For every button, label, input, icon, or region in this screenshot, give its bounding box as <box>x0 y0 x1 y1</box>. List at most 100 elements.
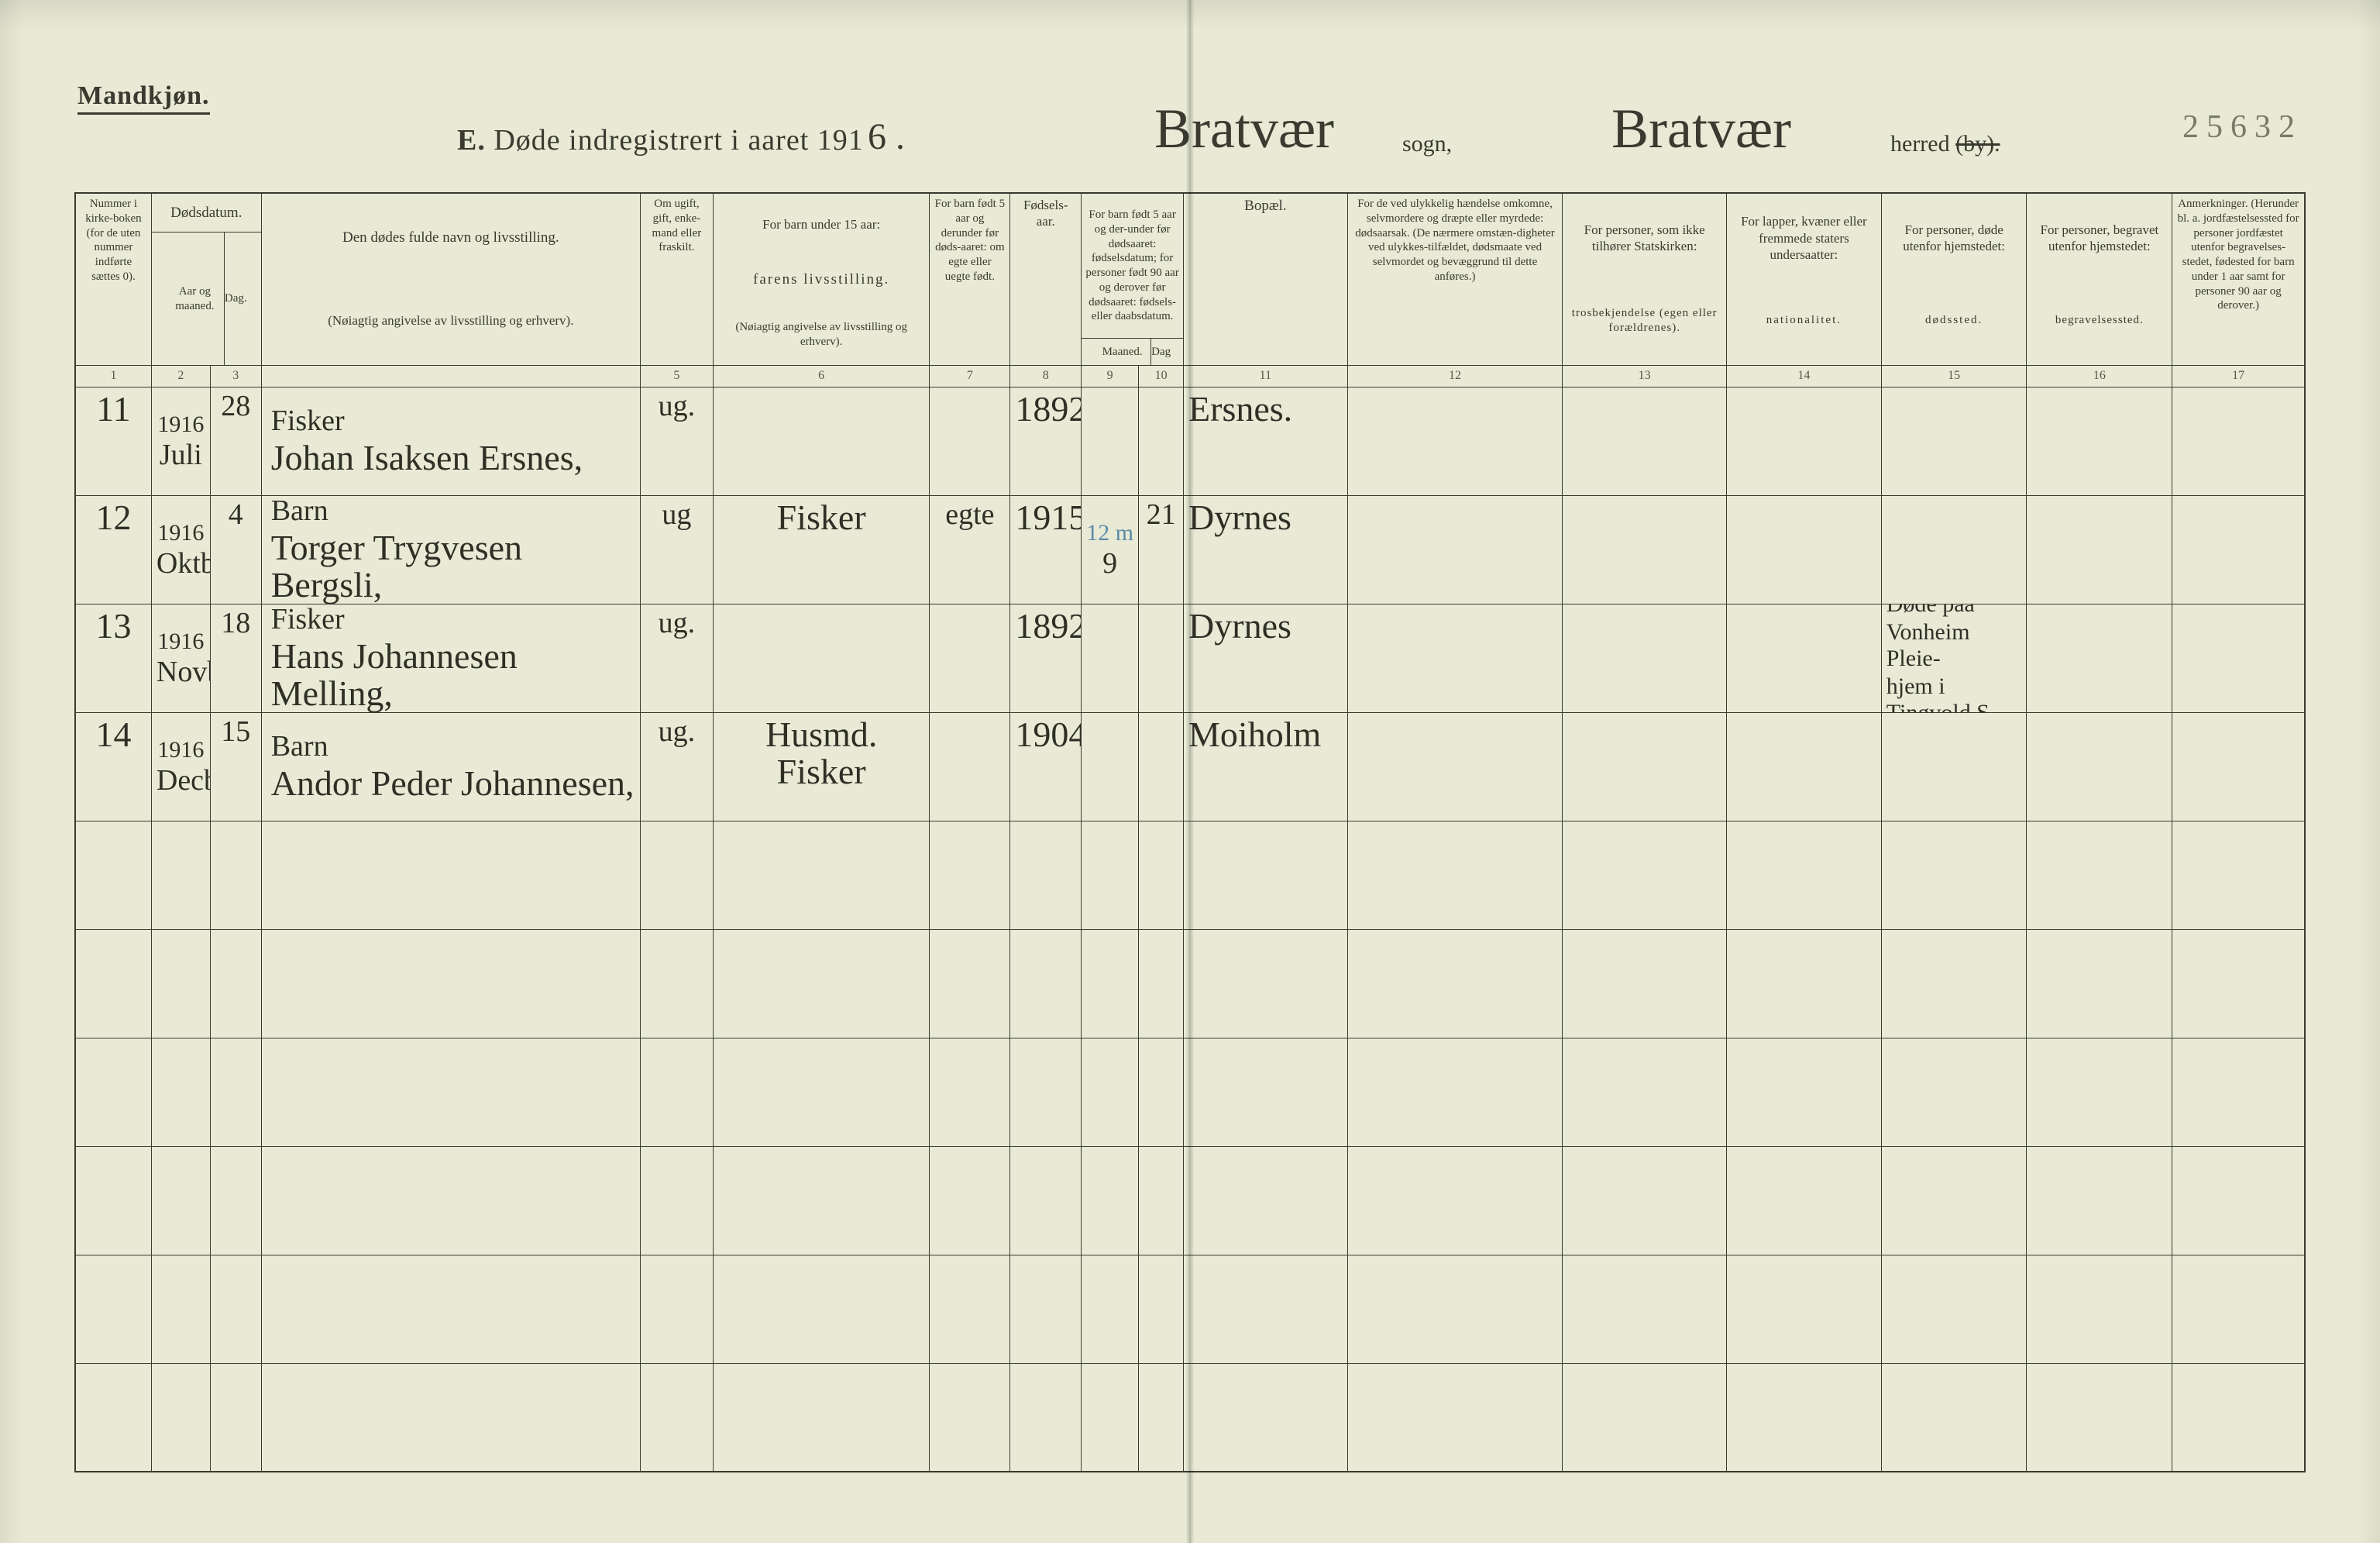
table-cell <box>2172 1147 2304 1255</box>
cell-text: Ersnes. <box>1188 389 1292 429</box>
table-cell: Dyrnes <box>1184 496 1348 604</box>
col16-top: For personer, begravet utenfor hjemstede… <box>2031 197 2167 280</box>
col6-top: For barn under 15 aar: <box>718 197 925 252</box>
table-cell: 12 <box>76 496 152 604</box>
cell-text: 21 <box>1147 498 1176 531</box>
cell-text: Husmd. Fisker <box>765 715 877 791</box>
cell-text: Dyrnes <box>1188 606 1291 646</box>
table-cell <box>2027 1364 2172 1472</box>
cell-text: Døde paa <box>1886 604 2022 618</box>
table-cell: ug <box>641 496 714 604</box>
table-cell: 18 <box>211 604 262 713</box>
table-cell <box>2172 1038 2304 1147</box>
col14-header: For lapper, kvæner eller fremmede stater… <box>1727 194 1882 366</box>
cell-text: 11 <box>96 389 130 429</box>
herred-label: herred (by). <box>1890 131 2000 157</box>
cell-text: hjem i Tingvold S. <box>1886 673 2022 714</box>
table-cell <box>1882 1147 2027 1255</box>
form-title: E. Døde indregistrert i aaret 191 <box>457 123 864 157</box>
cell-text: 14 <box>95 715 131 754</box>
colnum: 17 <box>2172 366 2304 387</box>
table-cell <box>1139 387 1184 496</box>
table-cell <box>1348 604 1563 713</box>
table-cell <box>1184 930 1348 1038</box>
cell-text: Fisker <box>777 498 866 537</box>
table-cell <box>1139 713 1184 821</box>
table-cell <box>1882 713 2027 821</box>
table-cell <box>1184 1038 1348 1147</box>
col6-bot: (Nøiagtig angivelse av livsstilling og e… <box>718 307 925 362</box>
col16-header: For personer, begravet utenfor hjemstede… <box>2027 194 2172 366</box>
table-cell: 1904 <box>1010 713 1082 821</box>
table-cell <box>714 1364 930 1472</box>
table-cell: 21 <box>1139 496 1184 604</box>
table-cell <box>2172 1364 2304 1472</box>
table-cell <box>1563 604 1727 713</box>
table-cell <box>1727 1364 1882 1472</box>
table-cell <box>714 821 930 930</box>
table-cell <box>1563 1255 1727 1364</box>
table-cell <box>76 930 152 1038</box>
table-cell <box>714 604 930 713</box>
table-cell: 15 <box>211 713 262 821</box>
page-root: Mandkjøn. E. Døde indregistrert i aaret … <box>0 0 2380 1543</box>
cell-text: 12 <box>95 498 131 537</box>
colnum <box>262 366 641 387</box>
table-cell <box>1139 604 1184 713</box>
table-cell <box>1139 1364 1184 1472</box>
table-cell <box>1563 930 1727 1038</box>
table-cell <box>2027 1147 2172 1255</box>
table-cell <box>76 821 152 930</box>
col9-top: For barn født 5 aar og der-under før død… <box>1082 194 1183 339</box>
cell-text: 1916 <box>156 520 205 546</box>
table-cell <box>2027 1255 2172 1364</box>
table-cell <box>930 604 1010 713</box>
table-cell <box>714 1147 930 1255</box>
table-cell <box>152 1147 211 1255</box>
table-cell <box>1348 496 1563 604</box>
table-cell <box>152 930 211 1038</box>
table-cell <box>1727 930 1882 1038</box>
table-cell <box>1563 1038 1727 1147</box>
colnum: 6 <box>714 366 930 387</box>
col9-header: For barn født 5 aar og der-under før død… <box>1082 194 1184 366</box>
table-cell <box>262 1038 641 1147</box>
table-cell <box>262 930 641 1038</box>
table-cell <box>641 1364 714 1472</box>
table-cell: 1916Decbr. <box>152 713 211 821</box>
table-cell <box>2027 713 2172 821</box>
table-cell <box>1348 1038 1563 1147</box>
col14-bot: nationalitet. <box>1732 280 1876 363</box>
table-cell: 4 <box>211 496 262 604</box>
sogn-label: sogn, <box>1402 131 1452 157</box>
cell-text: 1915 <box>1015 498 1082 537</box>
table-cell <box>2027 930 2172 1038</box>
cell-text: ug <box>662 498 691 531</box>
colnum: 14 <box>1727 366 1882 387</box>
colnum: 12 <box>1348 366 1563 387</box>
cell-text: Hans Johannesen Melling, <box>271 638 635 713</box>
table-cell <box>1082 713 1139 821</box>
center-fold <box>1186 0 1194 1543</box>
table-cell <box>211 1038 262 1147</box>
table-cell <box>211 930 262 1038</box>
table-cell <box>1563 1364 1727 1472</box>
table-cell: 28 <box>211 387 262 496</box>
table-cell <box>1348 1364 1563 1472</box>
table-cell <box>76 1038 152 1147</box>
table-cell <box>1184 1255 1348 1364</box>
table-cell <box>211 821 262 930</box>
cell-text: Barn <box>271 731 328 763</box>
table-cell <box>152 821 211 930</box>
colnum: 16 <box>2027 366 2172 387</box>
table-cell <box>76 1364 152 1472</box>
table-cell <box>1563 713 1727 821</box>
table-cell: BarnAndor Peder Johannesen, <box>262 713 641 821</box>
table-cell: 1892 <box>1010 604 1082 713</box>
table-cell <box>1139 1038 1184 1147</box>
table-cell <box>641 821 714 930</box>
table-cell <box>1139 930 1184 1038</box>
colnum: 11 <box>1184 366 1348 387</box>
colnum: 13 <box>1563 366 1727 387</box>
table-cell: BarnTorger Trygvesen Bergsli, <box>262 496 641 604</box>
